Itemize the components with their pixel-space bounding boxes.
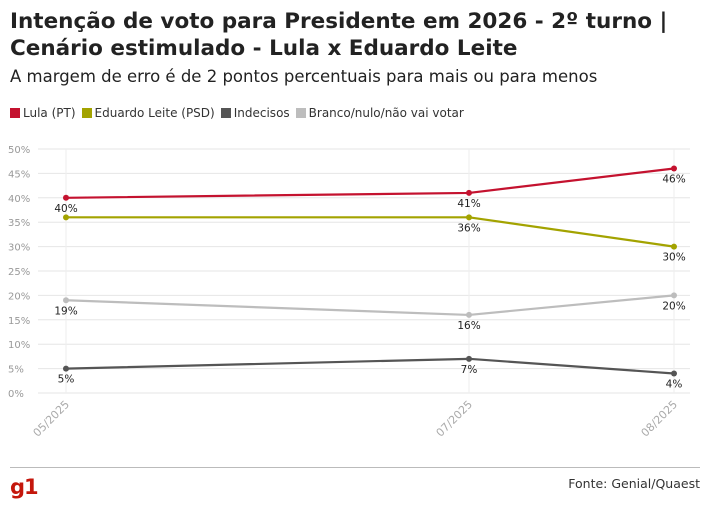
data-point: [671, 370, 677, 377]
series-line: [65, 357, 675, 375]
legend-label-lula: Lula (PT): [23, 106, 76, 120]
x-tick-label: 08/2025: [639, 398, 681, 440]
line-chart: 0% 5% 10% 15% 20% 25% 30% 35% 40% 45% 50% 05/2025 07…: [8, 145, 690, 440]
data-point: [466, 214, 472, 221]
legend-label-indecisos: Indecisos: [233, 106, 290, 120]
chart-subtitle: A margem de erro é de 2 pontos percentua…: [10, 67, 598, 86]
data-point: [671, 292, 677, 299]
y-tick-label: 45%: [8, 169, 30, 180]
data-point: [63, 214, 69, 221]
legend-swatch-eduardo-leite: [81, 108, 92, 118]
x-tick-label: 05/2025: [31, 398, 73, 440]
legend-item-eduardo-leite: Eduardo Leite (PSD): [81, 106, 215, 120]
y-tick-label: 50%: [8, 145, 30, 156]
data-point: [466, 189, 472, 196]
data-label: 46%: [662, 174, 685, 186]
data-label: 30%: [662, 252, 685, 264]
data-point: [63, 194, 69, 201]
data-label: 4%: [666, 378, 683, 390]
y-tick-label: 10%: [8, 340, 30, 351]
x-tick-label: 07/2025: [434, 398, 476, 440]
data-label: 5%: [58, 374, 75, 386]
data-label: 20%: [662, 300, 685, 312]
y-tick-label: 40%: [8, 194, 30, 205]
footer-divider: [10, 467, 700, 468]
legend-label-eduardo-leite: Eduardo Leite (PSD): [94, 106, 215, 120]
y-tick-label: 0%: [8, 389, 24, 400]
chart-title: Intenção de voto para Presidente em 2026…: [10, 9, 668, 61]
data-point: [671, 243, 677, 250]
data-point: [671, 165, 677, 172]
y-tick-label: 25%: [8, 267, 30, 278]
g1-logo: g1: [10, 475, 39, 499]
data-label: 7%: [461, 364, 478, 376]
data-point: [63, 365, 69, 372]
data-label: 36%: [457, 222, 480, 234]
legend-swatch-indecisos: [220, 108, 231, 118]
data-point: [63, 297, 69, 304]
legend-swatch-branco-nulo: [295, 108, 306, 118]
legend-label-branco-nulo: Branco/nulo/não vai votar: [308, 106, 464, 120]
legend-item-branco-nulo: Branco/nulo/não vai votar: [295, 106, 464, 120]
data-label: 16%: [457, 320, 480, 332]
legend-item-lula: Lula (PT): [10, 106, 76, 120]
data-label: 19%: [54, 305, 77, 317]
y-tick-label: 20%: [8, 291, 30, 302]
y-tick-label: 15%: [8, 316, 30, 327]
series-line: [65, 294, 675, 317]
chart-legend: Lula (PT) Eduardo Leite (PSD) Indecisos …: [10, 106, 470, 120]
y-tick-label: 30%: [8, 243, 30, 254]
data-label: 40%: [54, 203, 77, 215]
y-tick-label: 5%: [8, 365, 24, 376]
data-label: 41%: [457, 198, 480, 210]
y-tick-label: 35%: [8, 218, 30, 229]
source-note: Fonte: Genial/Quaest: [568, 476, 700, 491]
legend-item-indecisos: Indecisos: [220, 106, 290, 120]
legend-swatch-lula: [10, 108, 20, 118]
data-point: [466, 355, 472, 362]
data-point: [466, 311, 472, 318]
